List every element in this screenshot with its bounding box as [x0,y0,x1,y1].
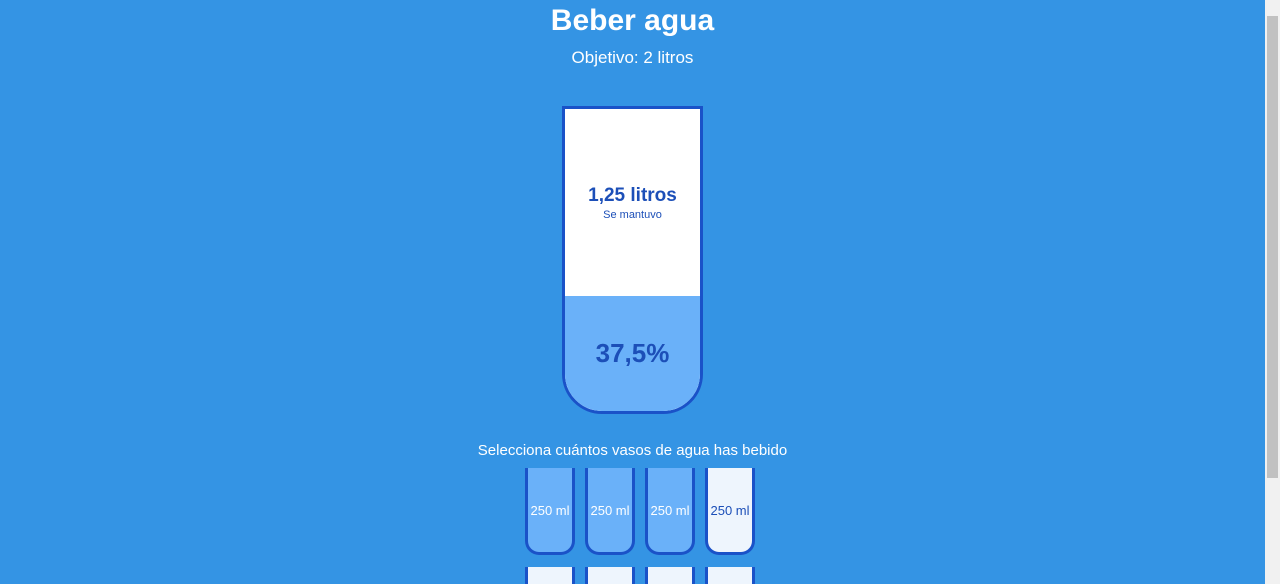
scrollbar-thumb[interactable] [1267,16,1278,478]
cup[interactable]: 250 ml [705,468,755,555]
cup[interactable] [645,567,695,584]
prompt: Selecciona cuántos vasos de agua has beb… [477,442,788,459]
cup[interactable]: 250 ml [525,468,575,555]
remained: 1,25 litros Se mantuvo [565,109,700,296]
cup[interactable]: 250 ml [645,468,695,555]
cups-row [525,567,755,584]
scrollbar[interactable] [1265,0,1280,584]
subtitle: Objetivo: 2 litros [571,48,694,67]
percentage: 37,5% [565,296,700,411]
title: Beber agua [550,4,715,37]
cup[interactable] [705,567,755,584]
cup[interactable] [585,567,635,584]
remained-amount: 1,25 litros [588,184,677,206]
remained-caption: Se mantuvo [603,208,662,221]
big-cup: 1,25 litros Se mantuvo 37,5% [562,106,703,414]
cup[interactable] [525,567,575,584]
cups-row: 250 ml 250 ml 250 ml 250 ml [525,468,755,555]
cup[interactable]: 250 ml [585,468,635,555]
